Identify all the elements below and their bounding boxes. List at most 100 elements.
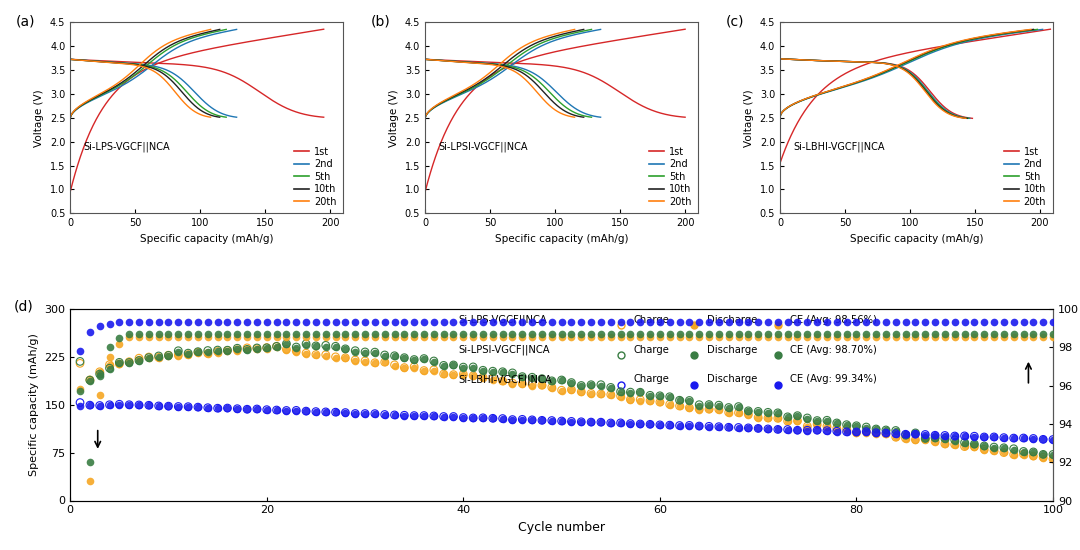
Point: [395, 411, 413, 420]
Point: [985, 447, 1002, 455]
Point: [111, 359, 127, 367]
Point: [494, 317, 511, 326]
Point: [376, 350, 393, 359]
Point: [464, 414, 482, 422]
Point: [484, 375, 501, 384]
Point: [229, 317, 246, 326]
Point: [121, 358, 138, 367]
Point: [170, 317, 187, 326]
Point: [327, 353, 345, 361]
Point: [671, 329, 688, 338]
Point: [711, 422, 728, 431]
Point: [405, 411, 422, 420]
Point: [160, 402, 177, 410]
Point: [426, 358, 443, 366]
Point: [91, 370, 108, 378]
Point: [248, 344, 266, 353]
Point: [416, 411, 433, 420]
Point: [426, 411, 443, 420]
Point: [582, 332, 599, 341]
Point: [111, 333, 127, 342]
Point: [730, 329, 747, 338]
Point: [150, 402, 167, 410]
Point: [160, 351, 177, 360]
Point: [111, 360, 127, 368]
Point: [700, 329, 717, 338]
Point: [189, 347, 206, 356]
Point: [750, 424, 767, 433]
Point: [307, 317, 324, 326]
Point: [582, 329, 599, 338]
Y-axis label: Voltage (V): Voltage (V): [744, 89, 754, 146]
Point: [936, 439, 954, 448]
Point: [711, 405, 728, 414]
Point: [1044, 455, 1062, 464]
Point: [426, 366, 443, 375]
Point: [779, 417, 796, 426]
Point: [337, 408, 354, 417]
Point: [208, 332, 226, 341]
Point: [975, 332, 993, 341]
Point: [740, 424, 757, 432]
Point: [435, 412, 453, 421]
Point: [170, 346, 187, 355]
Point: [189, 317, 206, 326]
Point: [131, 355, 148, 364]
Point: [150, 329, 167, 338]
Legend: 1st, 2nd, 5th, 10th, 20th: 1st, 2nd, 5th, 10th, 20th: [293, 145, 338, 208]
Point: [680, 396, 698, 405]
Point: [690, 405, 707, 414]
Point: [534, 374, 551, 383]
Point: [229, 404, 246, 413]
Point: [661, 332, 678, 341]
Point: [917, 430, 934, 439]
Point: [917, 434, 934, 443]
Point: [927, 437, 944, 446]
Point: [416, 366, 433, 375]
Point: [553, 417, 570, 426]
Point: [524, 317, 541, 326]
Point: [356, 317, 374, 326]
Point: [779, 417, 796, 426]
Point: [798, 422, 815, 431]
Point: [395, 329, 413, 338]
Point: [788, 416, 806, 425]
Point: [356, 357, 374, 366]
Point: [356, 409, 374, 418]
Point: [985, 317, 1002, 326]
Point: [386, 351, 403, 360]
Point: [828, 419, 846, 427]
Point: [150, 353, 167, 362]
Point: [445, 332, 462, 341]
Point: [395, 411, 413, 420]
Point: [189, 403, 206, 412]
Point: [503, 379, 521, 388]
Point: [229, 345, 246, 354]
Point: [131, 332, 148, 341]
Point: [189, 403, 206, 411]
Point: [769, 332, 786, 341]
Point: [140, 401, 158, 410]
Point: [503, 369, 521, 378]
Point: [651, 329, 669, 338]
Point: [867, 425, 885, 433]
Point: [405, 356, 422, 365]
Point: [1025, 448, 1042, 456]
Point: [642, 317, 659, 326]
Point: [337, 317, 354, 326]
Point: [956, 442, 973, 451]
Point: [563, 378, 580, 387]
Point: [268, 329, 285, 338]
Point: [887, 329, 904, 338]
Point: [318, 408, 335, 416]
Point: [985, 443, 1002, 452]
Point: [435, 412, 453, 421]
Point: [189, 332, 206, 341]
Point: [975, 445, 993, 454]
Point: [455, 362, 472, 371]
Point: [720, 408, 738, 417]
Point: [975, 446, 993, 454]
Point: [278, 332, 295, 341]
Point: [582, 417, 599, 426]
Point: [867, 428, 885, 437]
